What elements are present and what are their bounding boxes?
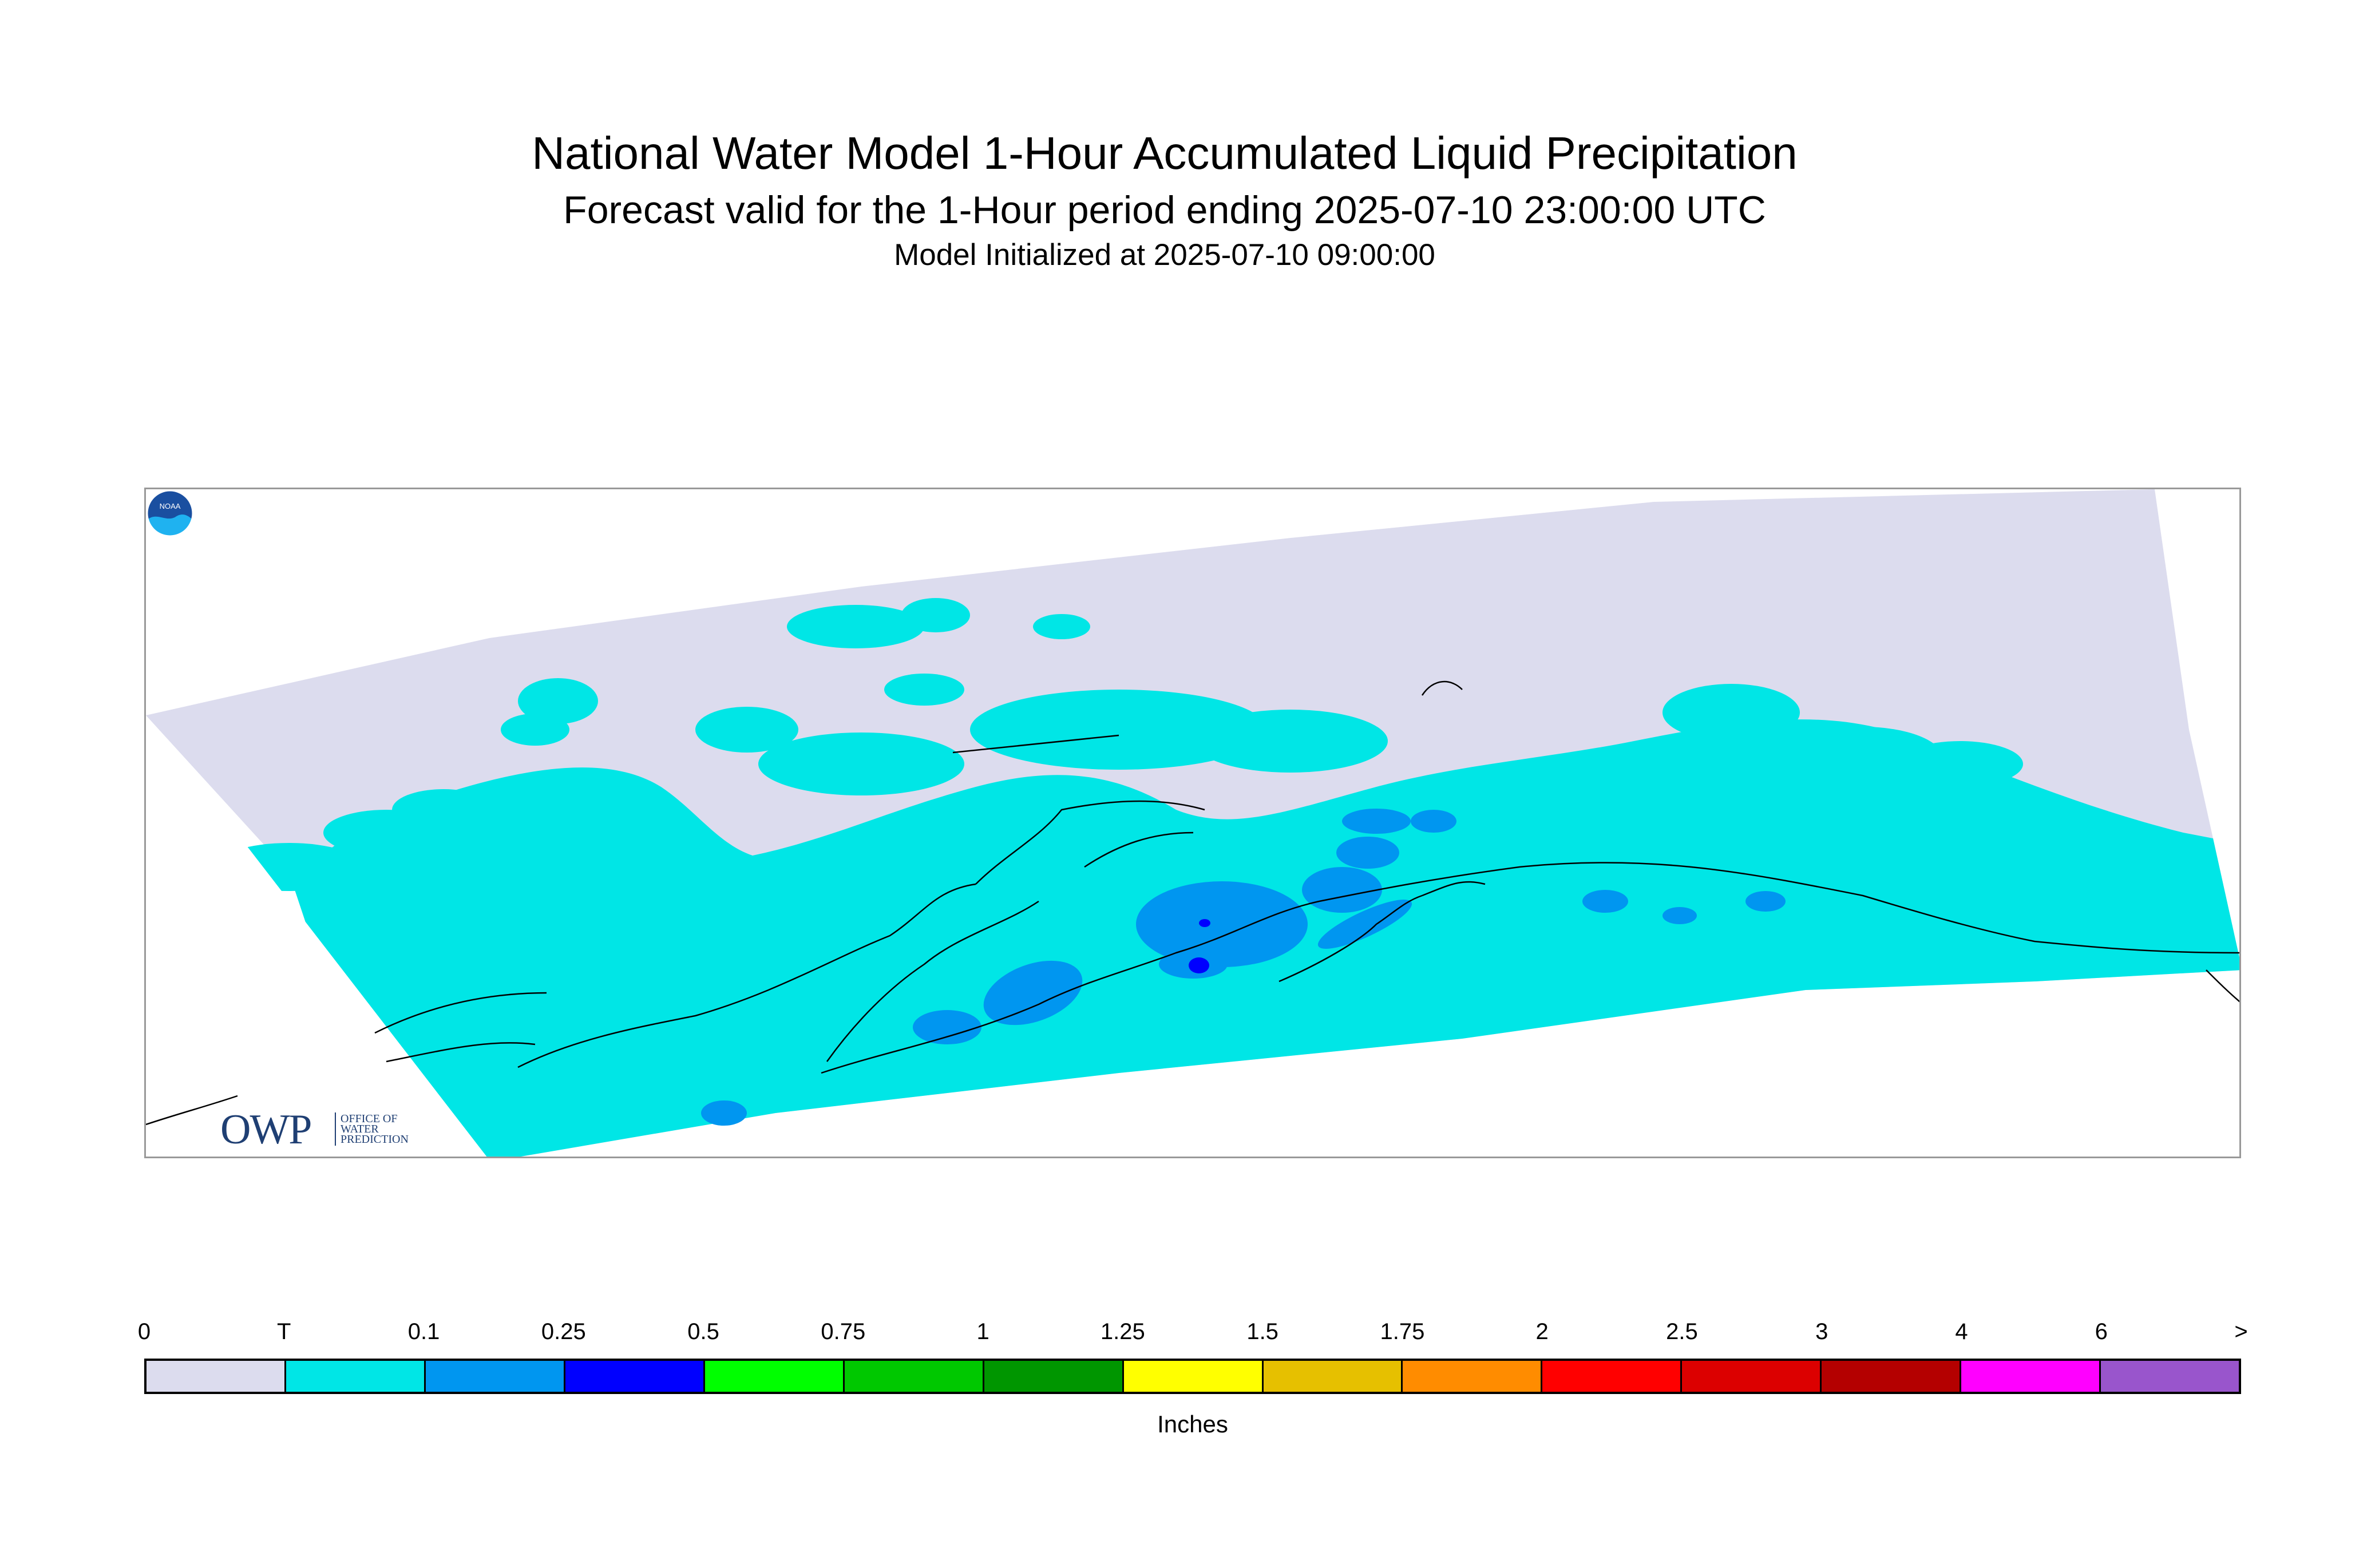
outside-domain-right	[521, 970, 2239, 1157]
legend-swatch	[1263, 1361, 1403, 1392]
legend-tick-label: 1.75	[1380, 1319, 1425, 1344]
legend-tick-label: 6	[2095, 1319, 2108, 1344]
legend-tick-label: 2	[1535, 1319, 1549, 1344]
legend-tick-label: 0.1	[407, 1319, 440, 1344]
legend-tick-label: 2.5	[1666, 1319, 1698, 1344]
legend-tick-label: 0.75	[821, 1319, 866, 1344]
legend-swatch	[1403, 1361, 1543, 1392]
legend-tick-label: 3	[1815, 1319, 1828, 1344]
legend-tick-label: 0.25	[541, 1319, 586, 1344]
legend-swatch	[2101, 1361, 2239, 1392]
legend-tick-label: T	[277, 1319, 291, 1344]
legend-swatch	[1682, 1361, 1822, 1392]
legend-tick-label: 1	[976, 1319, 989, 1344]
owp-logo-text: OFFICE OF WATER PREDICTION	[341, 1112, 409, 1146]
owp-logo-divider	[335, 1112, 336, 1146]
legend-swatch	[1123, 1361, 1264, 1392]
map-title: National Water Model 1-Hour Accumulated …	[532, 128, 1798, 179]
owp-logo-letters: OWP	[220, 1106, 312, 1153]
legend-swatch	[425, 1361, 565, 1392]
legend-swatch	[1542, 1361, 1683, 1392]
model-initialized-line: Model Initialized at 2025-07-10 09:00:00	[894, 238, 1435, 272]
noaa-logo-letters: NOAA	[160, 502, 181, 510]
tenth-inch-precip-areas	[701, 809, 1786, 1126]
noaa-logo-icon: NOAA	[146, 489, 194, 537]
legend-tick-label: 1.5	[1246, 1319, 1278, 1344]
legend-swatch	[147, 1361, 286, 1392]
coastlines	[146, 680, 2239, 1126]
legend-swatch	[844, 1361, 984, 1392]
legend-tick-label: 0.5	[687, 1319, 719, 1344]
quarter-inch-precip-areas	[1189, 919, 1210, 973]
forecast-valid-subtitle: Forecast valid for the 1-Hour period end…	[563, 188, 1766, 232]
map-canvas	[146, 489, 2239, 1157]
legend-swatch	[286, 1361, 426, 1392]
legend-tick-label: >	[2234, 1319, 2248, 1344]
legend-tick-label: 1.25	[1100, 1319, 1145, 1344]
legend-tick-label: 4	[1955, 1319, 1968, 1344]
legend-swatch	[1822, 1361, 1962, 1392]
precipitation-map: OWP OFFICE OF WATER PREDICTION NOAA	[144, 488, 2241, 1158]
legend-swatch	[565, 1361, 705, 1392]
legend-tick-label: 0	[137, 1319, 151, 1344]
legend-swatch	[1961, 1361, 2101, 1392]
legend-swatch	[984, 1361, 1124, 1392]
precipitation-color-legend	[144, 1359, 2241, 1394]
legend-swatch	[704, 1361, 845, 1392]
legend-units-label: Inches	[1157, 1411, 1228, 1438]
